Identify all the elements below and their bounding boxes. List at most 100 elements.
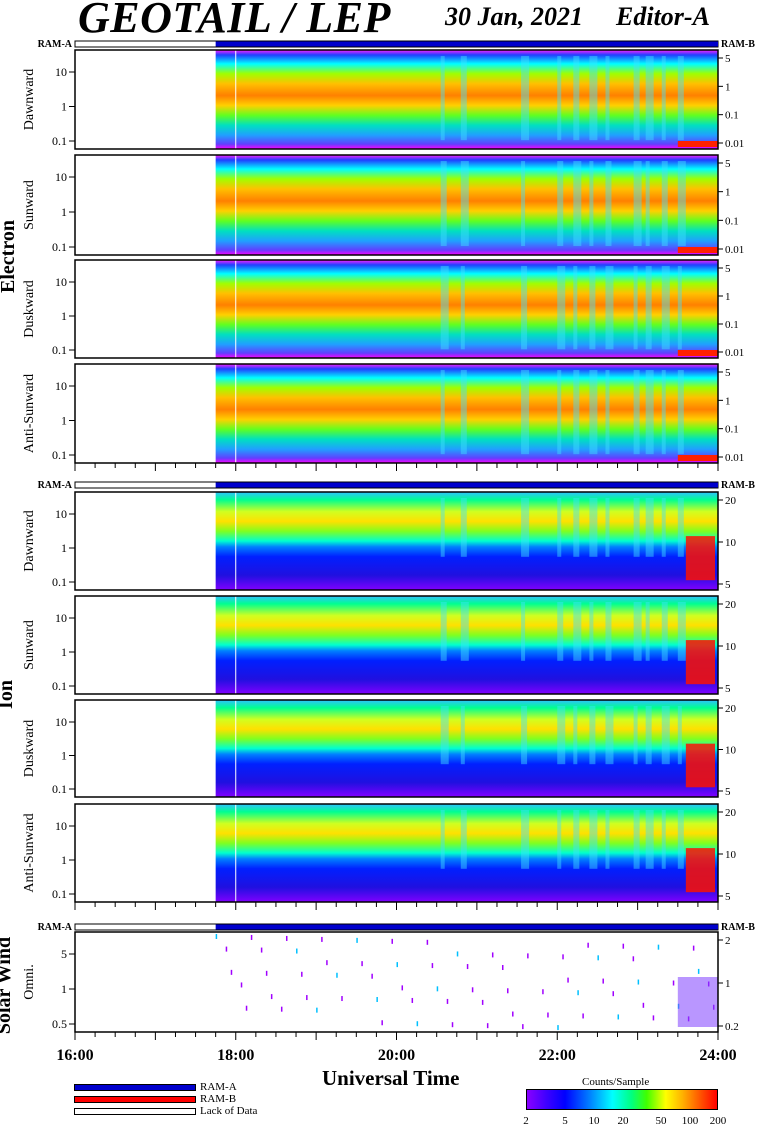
left-tick-label: 1: [61, 414, 67, 428]
right-tick-label: 0.01: [725, 347, 744, 359]
left-tick-label: 0.1: [52, 240, 67, 254]
dropout-streak: [633, 370, 640, 455]
main-title: GEOTAIL / LEP: [78, 0, 391, 42]
right-tick-label: 5: [725, 891, 731, 903]
colorbar-title: Counts/Sample: [582, 1076, 650, 1088]
left-tick-label: 10: [55, 507, 67, 521]
colorbar-tick: 100: [681, 1115, 699, 1127]
spectrogram-fill: [215, 804, 718, 902]
ion-hot-band: [685, 848, 715, 893]
sw-speck: [612, 991, 615, 997]
dropout-streak: [521, 602, 526, 661]
dropout-streak: [645, 498, 654, 557]
left-tick-label: 0.1: [52, 782, 67, 796]
left-tick-label: 10: [55, 170, 67, 184]
left-tick-label: 0.1: [52, 887, 67, 901]
dropout-streak: [521, 810, 530, 869]
colorbar-tick: 5: [562, 1115, 568, 1127]
sw-speck: [285, 935, 288, 941]
sw-speck: [562, 954, 564, 960]
dropout-streak: [645, 161, 650, 246]
right-tick-label: 1: [725, 81, 731, 93]
left-tick-label: 10: [55, 819, 67, 833]
sw-speck: [652, 1015, 655, 1021]
panel-label: Dawnward: [22, 510, 37, 571]
ram-a-label: RAM-A: [38, 39, 73, 50]
right-tick-label: 20: [725, 703, 737, 715]
dropout-streak: [460, 810, 467, 869]
editor-title: Editor-A: [616, 2, 710, 31]
right-tick-label: 10: [725, 745, 737, 757]
ram-bar-solar-wind: [215, 924, 718, 930]
dropout-streak: [460, 498, 467, 557]
left-tick-label: 10: [55, 611, 67, 625]
right-tick-label: 2: [725, 935, 731, 947]
panel-frame: [74, 259, 719, 359]
sw-speck: [507, 988, 509, 994]
panel-label: Sunward: [22, 620, 37, 670]
dropout-streak: [440, 810, 445, 869]
right-tick-label: 0.01: [725, 452, 744, 464]
dropout-streak: [573, 56, 580, 141]
sw-speck: [446, 998, 449, 1004]
sw-speck: [396, 962, 398, 968]
sw-speck: [225, 946, 228, 952]
dropout-streak: [521, 498, 530, 557]
dropout-streak: [573, 810, 580, 869]
spectrogram-fill: [215, 50, 718, 149]
dropout-streak: [633, 810, 640, 869]
panel-label: Anti-Sunward: [22, 374, 37, 453]
dropout-streak: [460, 161, 469, 246]
sw-speck: [245, 1005, 248, 1011]
dropout-streak: [633, 56, 640, 141]
sw-speck: [356, 937, 358, 943]
dropout-streak: [573, 370, 580, 455]
panel-label: Duskward: [22, 280, 37, 338]
right-tick-label: 10: [725, 537, 737, 549]
electron-hot-band: [677, 350, 718, 356]
dropout-streak: [661, 56, 666, 141]
sw-speck: [301, 971, 303, 977]
dropout-streak: [521, 370, 530, 455]
sw-speck: [371, 973, 373, 979]
legend-label-ram-a: RAM-A: [200, 1081, 237, 1093]
spectrogram-fill: [215, 364, 718, 463]
legend-ram-a: RAM-A: [74, 1081, 374, 1094]
spectrogram-fill: [215, 260, 718, 358]
dropout-streak: [460, 56, 467, 141]
sw-speck: [642, 1002, 645, 1008]
dropout-streak: [440, 706, 449, 765]
electron-hot-band: [677, 455, 718, 461]
dropout-streak: [460, 602, 469, 661]
right-tick-label: 1: [725, 187, 731, 199]
sw-speck: [431, 963, 434, 969]
sw-late-band: [677, 977, 718, 1027]
group-label-ion: Ion: [0, 680, 17, 709]
left-tick-label: 0.1: [52, 575, 67, 589]
dropout-streak: [589, 810, 598, 869]
dropout-streak: [661, 498, 666, 557]
left-tick-label: 1: [61, 541, 67, 555]
sw-speck: [602, 978, 604, 984]
right-tick-label: 5: [725, 786, 731, 798]
left-tick-label: 0.1: [52, 343, 67, 357]
dropout-streak: [633, 706, 638, 765]
sw-speck: [466, 964, 469, 970]
dropout-streak: [677, 810, 684, 869]
dropout-streak: [440, 266, 449, 350]
ram-bar-electron: [215, 41, 718, 47]
left-tick-label: 10: [55, 715, 67, 729]
dropout-streak: [645, 602, 650, 661]
sw-speck: [250, 934, 253, 940]
sw-speck: [597, 955, 599, 961]
ram-b-label: RAM-B: [721, 480, 755, 491]
x-tick-label: 18:00: [217, 1047, 254, 1064]
sw-speck: [522, 1024, 524, 1030]
panel-label: Duskward: [22, 720, 37, 778]
right-tick-label: 1: [725, 978, 731, 990]
sw-speck: [512, 1011, 514, 1017]
dropout-streak: [661, 602, 668, 661]
dropout-streak: [677, 161, 686, 246]
dropout-streak: [557, 161, 564, 246]
dropout-streak: [661, 161, 668, 246]
